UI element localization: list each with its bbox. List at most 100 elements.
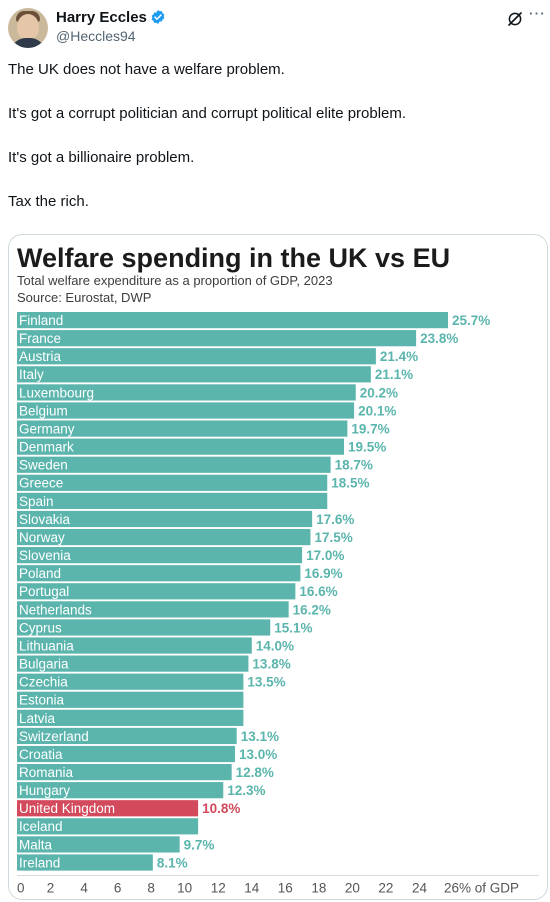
x-tick-label: 6 bbox=[114, 880, 122, 895]
bar-label: Latvia bbox=[19, 711, 56, 726]
chart-title: Welfare spending in the UK vs EU bbox=[17, 243, 451, 273]
more-icon[interactable]: ⋯ bbox=[528, 4, 545, 23]
bar-italy bbox=[17, 366, 371, 383]
bar-label: Germany bbox=[19, 421, 75, 436]
x-tick-label: 10 bbox=[177, 880, 192, 895]
value-label: 16.9% bbox=[304, 566, 342, 581]
bar-label: Hungary bbox=[19, 783, 70, 798]
avatar-shirt bbox=[10, 38, 46, 48]
bar-label: Switzerland bbox=[19, 729, 89, 744]
bar-cyprus bbox=[17, 619, 271, 636]
value-label: 14.0% bbox=[256, 638, 294, 653]
bar-label: Cyprus bbox=[19, 620, 62, 635]
value-label: 21.4% bbox=[380, 349, 418, 364]
bar-slovakia bbox=[17, 510, 313, 528]
author-handle[interactable]: @Heccles94 bbox=[56, 28, 136, 44]
bar-romania bbox=[17, 764, 232, 781]
x-tick-label: 22 bbox=[378, 880, 393, 895]
bar-luxembourg bbox=[17, 384, 356, 401]
bar-norway bbox=[17, 528, 311, 546]
bar-label: Slovenia bbox=[19, 548, 71, 563]
bar-label: Denmark bbox=[19, 440, 74, 455]
bar-label: Italy bbox=[19, 367, 44, 382]
bar-sweden bbox=[17, 456, 331, 473]
avatar[interactable] bbox=[8, 8, 48, 48]
bar-label: Bulgaria bbox=[19, 657, 69, 672]
verified-badge-icon bbox=[151, 10, 165, 24]
x-tick-label: 16 bbox=[278, 880, 293, 895]
x-tick-label: 2 bbox=[47, 880, 55, 895]
value-label: 17.6% bbox=[316, 512, 354, 527]
bar-switzerland bbox=[17, 727, 237, 745]
bar-label: Estonia bbox=[19, 693, 65, 708]
bar-label: Sweden bbox=[19, 458, 68, 473]
bar-hungary bbox=[17, 782, 224, 799]
tweet-line: The UK does not have a welfare problem. bbox=[8, 61, 285, 78]
bar-austria bbox=[17, 348, 376, 365]
bar-latvia bbox=[17, 709, 244, 726]
value-label: 9.7% bbox=[184, 837, 215, 852]
bar-spain bbox=[17, 492, 328, 509]
value-label: 19.7% bbox=[351, 421, 389, 436]
bar-belgium bbox=[17, 402, 355, 419]
x-tick-label: 4 bbox=[80, 880, 88, 895]
value-label: 25.7% bbox=[452, 313, 490, 328]
x-tick-label: 26% of GDP bbox=[444, 880, 519, 895]
tweet-line: It's got a corrupt politician and corrup… bbox=[8, 105, 407, 122]
bar-label: Croatia bbox=[19, 747, 63, 762]
value-label: 13.1% bbox=[241, 729, 279, 744]
bar-label: Ireland bbox=[19, 855, 60, 870]
bar-label: Malta bbox=[19, 837, 53, 852]
tweet-text: The UK does not have a welfare problem. … bbox=[8, 60, 538, 236]
x-tick-label: 20 bbox=[345, 880, 360, 895]
bar-label: Spain bbox=[19, 494, 54, 509]
value-label: 20.1% bbox=[358, 403, 396, 418]
bar-poland bbox=[17, 565, 301, 582]
bar-label: Poland bbox=[19, 566, 61, 581]
bar-label: Netherlands bbox=[19, 602, 92, 617]
value-label: 15.1% bbox=[274, 620, 312, 635]
tweet-line: Tax the rich. bbox=[8, 193, 89, 210]
bar-malta bbox=[17, 836, 180, 853]
tweet-header: Harry Eccles @Heccles94 ⋯ bbox=[0, 0, 550, 52]
bar-label: Romania bbox=[19, 765, 74, 780]
x-tick-label: 0 bbox=[17, 880, 25, 895]
bar-denmark bbox=[17, 438, 345, 455]
tweet-line: It's got a billionaire problem. bbox=[8, 149, 195, 166]
bar-label: Austria bbox=[19, 349, 62, 364]
bar-label: Portugal bbox=[19, 584, 69, 599]
bar-label: Greece bbox=[19, 476, 63, 491]
bar-croatia bbox=[17, 745, 236, 763]
value-label: 13.5% bbox=[247, 675, 285, 690]
bar-lithuania bbox=[17, 637, 252, 654]
bar-finland bbox=[17, 312, 448, 329]
bar-estonia bbox=[17, 691, 244, 708]
chart-image-card[interactable]: Welfare spending in the UK vs EU Total w… bbox=[8, 234, 548, 900]
bar-label: United Kingdom bbox=[19, 801, 115, 816]
bar-czechia bbox=[17, 673, 244, 690]
value-label: 8.1% bbox=[157, 855, 188, 870]
bar-label: Finland bbox=[19, 313, 63, 328]
value-label: 17.0% bbox=[306, 548, 344, 563]
bar-germany bbox=[17, 420, 348, 437]
value-label: 20.2% bbox=[360, 385, 398, 400]
author-name-row[interactable]: Harry Eccles bbox=[56, 9, 166, 26]
x-tick-label: 8 bbox=[147, 880, 155, 895]
x-tick-label: 18 bbox=[311, 880, 326, 895]
bar-slovenia bbox=[17, 547, 303, 564]
value-label: 18.5% bbox=[331, 476, 369, 491]
x-tick-label: 24 bbox=[412, 880, 428, 895]
chart-source: Source: Eurostat, DWP bbox=[17, 290, 152, 305]
value-label: 16.6% bbox=[299, 584, 337, 599]
value-label: 18.7% bbox=[335, 458, 373, 473]
bar-label: France bbox=[19, 331, 61, 346]
author-name[interactable]: Harry Eccles bbox=[56, 9, 147, 26]
bar-label: Luxembourg bbox=[19, 385, 94, 400]
bar-label: Belgium bbox=[19, 403, 68, 418]
grok-icon[interactable] bbox=[506, 10, 524, 28]
value-label: 10.8% bbox=[202, 801, 240, 816]
bar-chart: Finland 25.7% France 23.8% Austria 21.4% Italy… bbox=[17, 312, 539, 895]
x-tick-label: 12 bbox=[211, 880, 226, 895]
bar-label: Slovakia bbox=[19, 512, 71, 527]
chart-subtitle: Total welfare expenditure as a proportio… bbox=[17, 273, 333, 288]
